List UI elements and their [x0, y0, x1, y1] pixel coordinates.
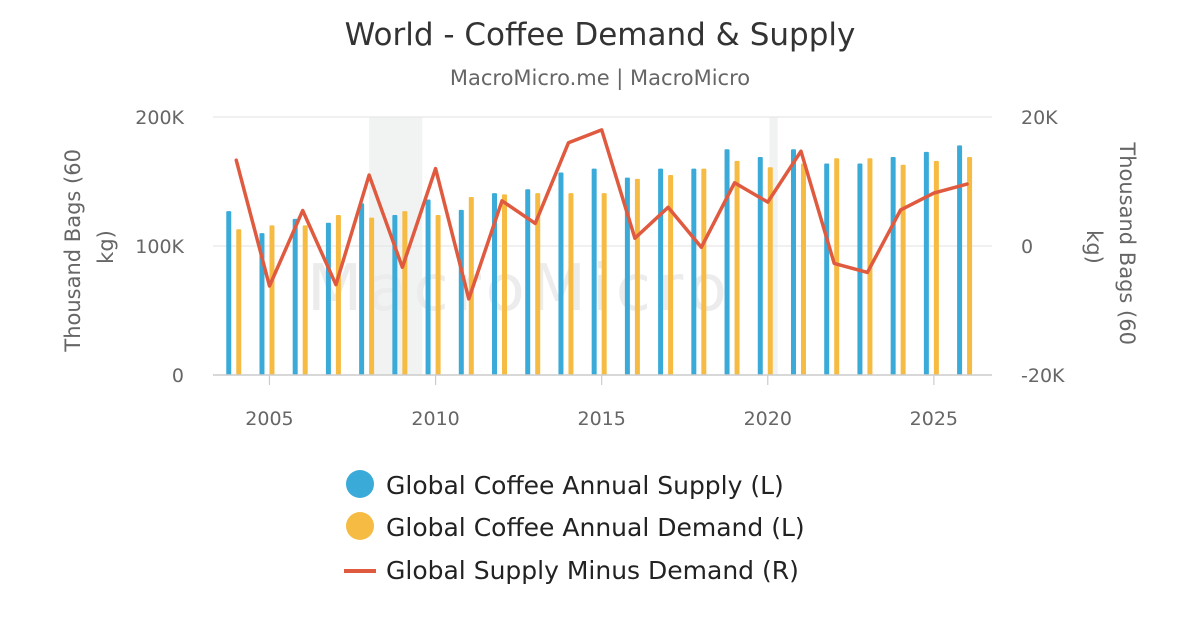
legend-item-supply[interactable]: Global Coffee Annual Supply (L) [346, 470, 784, 500]
demand-bar[interactable] [701, 168, 707, 375]
demand-bar[interactable] [734, 160, 740, 375]
supply-minus-demand-line [234, 128, 969, 301]
demand-bar[interactable] [502, 194, 508, 375]
supply-bar[interactable] [226, 211, 232, 375]
demand-bars [236, 156, 973, 375]
supply-bars [226, 145, 963, 375]
demand-bar[interactable] [435, 215, 441, 375]
supply-bar[interactable] [923, 151, 929, 375]
demand-bar[interactable] [335, 215, 341, 375]
demand-bar[interactable] [900, 164, 906, 375]
supply-bar[interactable] [558, 172, 564, 375]
demand-bar[interactable] [767, 167, 773, 375]
demand-bar[interactable] [369, 217, 375, 375]
supply-bar[interactable] [824, 163, 830, 375]
supply-bar[interactable] [724, 149, 730, 375]
supply-bar[interactable] [890, 156, 896, 375]
demand-bar[interactable] [933, 160, 939, 375]
supply-bar[interactable] [790, 149, 796, 375]
watermark: MacroMicro [307, 252, 733, 326]
supply-bar[interactable] [292, 218, 298, 375]
legend-label-demand: Global Coffee Annual Demand (L) [386, 513, 805, 542]
left-axis-title-line: Thousand Bags (60 [61, 149, 85, 353]
demand-bar[interactable] [302, 225, 308, 375]
x-tick-label: 2015 [577, 408, 625, 430]
supply-bar[interactable] [492, 193, 498, 375]
demand-bar[interactable] [236, 229, 242, 375]
demand-bar[interactable] [967, 156, 973, 375]
chart-title: World - Coffee Demand & Supply [345, 17, 856, 53]
x-tick-label: 2005 [245, 408, 293, 430]
legend: Global Coffee Annual Supply (L) Global C… [344, 470, 805, 585]
demand-bar[interactable] [568, 193, 574, 375]
supply-bar[interactable] [325, 222, 331, 375]
left-tick-label: 0 [172, 365, 184, 387]
demand-bar[interactable] [668, 175, 674, 375]
supply-bar[interactable] [658, 168, 664, 375]
supply-bar[interactable] [591, 168, 597, 375]
demand-bar[interactable] [834, 158, 840, 375]
legend-item-balance[interactable]: Global Supply Minus Demand (R) [344, 556, 799, 585]
left-axis-ticks: 0 100K 200K [135, 107, 184, 387]
supply-bar[interactable] [757, 156, 763, 375]
left-tick-label: 200K [135, 107, 184, 129]
left-axis-title: Thousand Bags (60 kg) [61, 142, 118, 352]
demand-bar[interactable] [535, 193, 541, 375]
left-tick-label: 100K [135, 236, 184, 258]
supply-bar[interactable] [458, 209, 464, 375]
right-tick-label: -20K [1021, 365, 1065, 387]
demand-bar[interactable] [402, 211, 408, 375]
legend-item-demand[interactable]: Global Coffee Annual Demand (L) [346, 512, 805, 542]
x-tick-label: 2020 [744, 408, 792, 430]
x-axis-ticks: 2005 2010 2015 2020 2025 [245, 375, 958, 430]
supply-bar[interactable] [425, 199, 431, 375]
supply-bar[interactable] [359, 203, 365, 375]
legend-marker-demand [346, 512, 374, 540]
demand-bar[interactable] [269, 225, 275, 375]
right-tick-label: 0 [1021, 236, 1033, 258]
x-tick-label: 2010 [411, 408, 459, 430]
supply-bar[interactable] [525, 189, 531, 375]
supply-bar[interactable] [957, 145, 963, 375]
demand-bar[interactable] [800, 163, 806, 375]
legend-marker-supply [346, 470, 374, 498]
chart-subtitle: MacroMicro.me | MacroMicro [450, 66, 750, 91]
right-axis-title-line: Thousand Bags (60 [1115, 141, 1139, 345]
left-axis-title-line: kg) [94, 230, 118, 264]
right-tick-label: 20K [1021, 107, 1058, 129]
demand-bar[interactable] [634, 178, 640, 375]
demand-bar[interactable] [468, 196, 474, 375]
right-axis-title: Thousand Bags (60 kg) [1082, 141, 1139, 351]
x-tick-label: 2025 [910, 408, 958, 430]
supply-bar[interactable] [691, 168, 697, 375]
legend-label-supply: Global Coffee Annual Supply (L) [386, 471, 784, 500]
demand-bar[interactable] [601, 193, 607, 375]
supply-bar[interactable] [624, 177, 630, 375]
right-axis-title-line: kg) [1082, 230, 1106, 264]
right-axis-ticks: -20K 0 20K [1021, 107, 1065, 387]
legend-label-balance: Global Supply Minus Demand (R) [386, 556, 799, 585]
